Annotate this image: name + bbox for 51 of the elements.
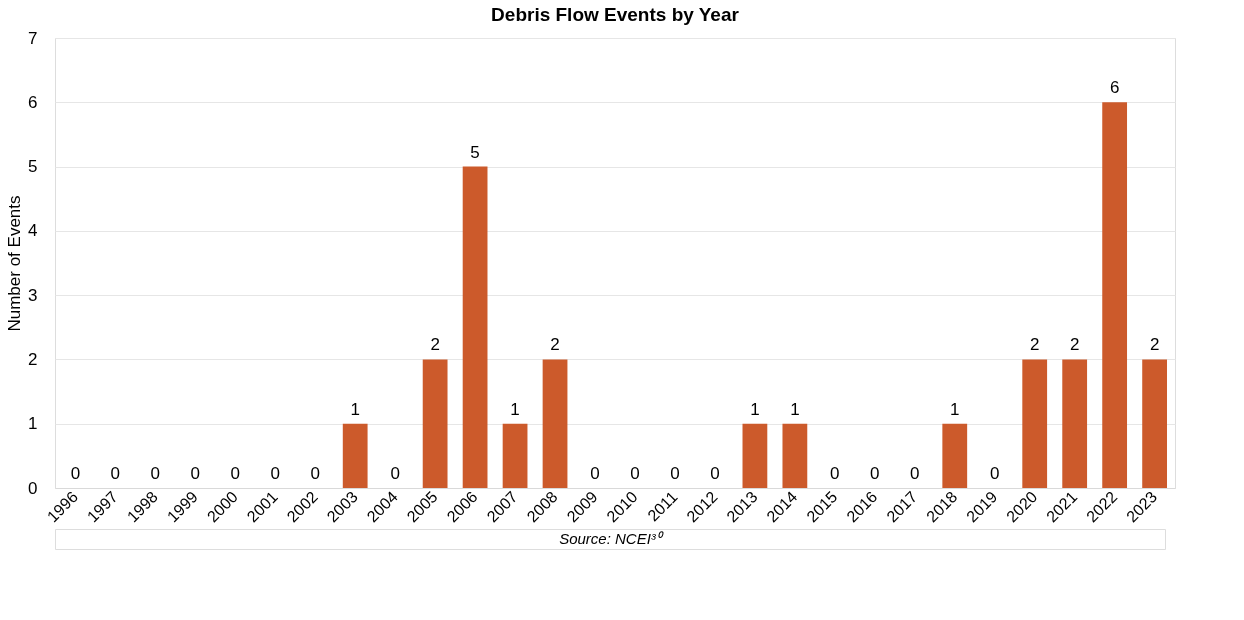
- data-label: 2: [1029, 335, 1040, 355]
- y-tick-label: 4: [28, 221, 38, 241]
- bar: [462, 166, 488, 488]
- data-label: 1: [350, 399, 360, 419]
- source-note: Source: NCEI³⁰: [559, 530, 664, 547]
- data-label: 0: [190, 464, 201, 483]
- y-tick-label: 3: [28, 285, 38, 305]
- data-label: 0: [989, 464, 1000, 483]
- y-tick-label: 7: [28, 28, 38, 48]
- y-tick-label: 5: [28, 157, 38, 177]
- data-label: 0: [710, 464, 720, 483]
- data-label: 0: [150, 464, 161, 483]
- bar: [1102, 102, 1128, 488]
- data-label: 2: [1069, 335, 1080, 355]
- y-tick-label: 0: [28, 478, 38, 498]
- bar: [1062, 359, 1088, 488]
- bar: [782, 423, 808, 488]
- data-label: 1: [790, 399, 800, 419]
- data-label: 0: [270, 464, 280, 483]
- data-label: 6: [1109, 78, 1120, 98]
- data-label: 0: [310, 464, 320, 483]
- data-label: 2: [430, 335, 440, 355]
- data-label: 2: [1149, 335, 1160, 355]
- data-label: 1: [950, 399, 960, 419]
- data-label: 0: [630, 464, 640, 483]
- bar: [1022, 359, 1048, 488]
- bar: [542, 359, 568, 488]
- data-label: 0: [70, 464, 81, 483]
- bar: [1142, 359, 1168, 488]
- bar: [502, 423, 528, 488]
- data-label: 0: [230, 464, 241, 483]
- bar: [942, 423, 968, 488]
- data-label: 0: [670, 464, 680, 483]
- data-label: 0: [830, 464, 840, 483]
- data-label: 1: [510, 399, 520, 419]
- bar: [422, 359, 448, 488]
- data-label: 0: [590, 464, 600, 483]
- y-axis-title: Number of Events: [5, 195, 25, 332]
- y-tick-label: 1: [28, 414, 38, 434]
- data-label: 2: [550, 335, 560, 355]
- data-label: 5: [470, 142, 480, 162]
- data-label: 0: [910, 464, 920, 483]
- data-label: 0: [110, 464, 121, 483]
- data-label: 1: [750, 399, 760, 419]
- chart-title: Debris Flow Events by Year: [491, 4, 740, 25]
- bar: [742, 423, 768, 488]
- y-tick-label: 6: [28, 92, 38, 112]
- data-label: 0: [870, 464, 880, 483]
- bar: [342, 423, 368, 488]
- y-tick-label: 2: [28, 349, 38, 369]
- data-label: 0: [390, 464, 400, 483]
